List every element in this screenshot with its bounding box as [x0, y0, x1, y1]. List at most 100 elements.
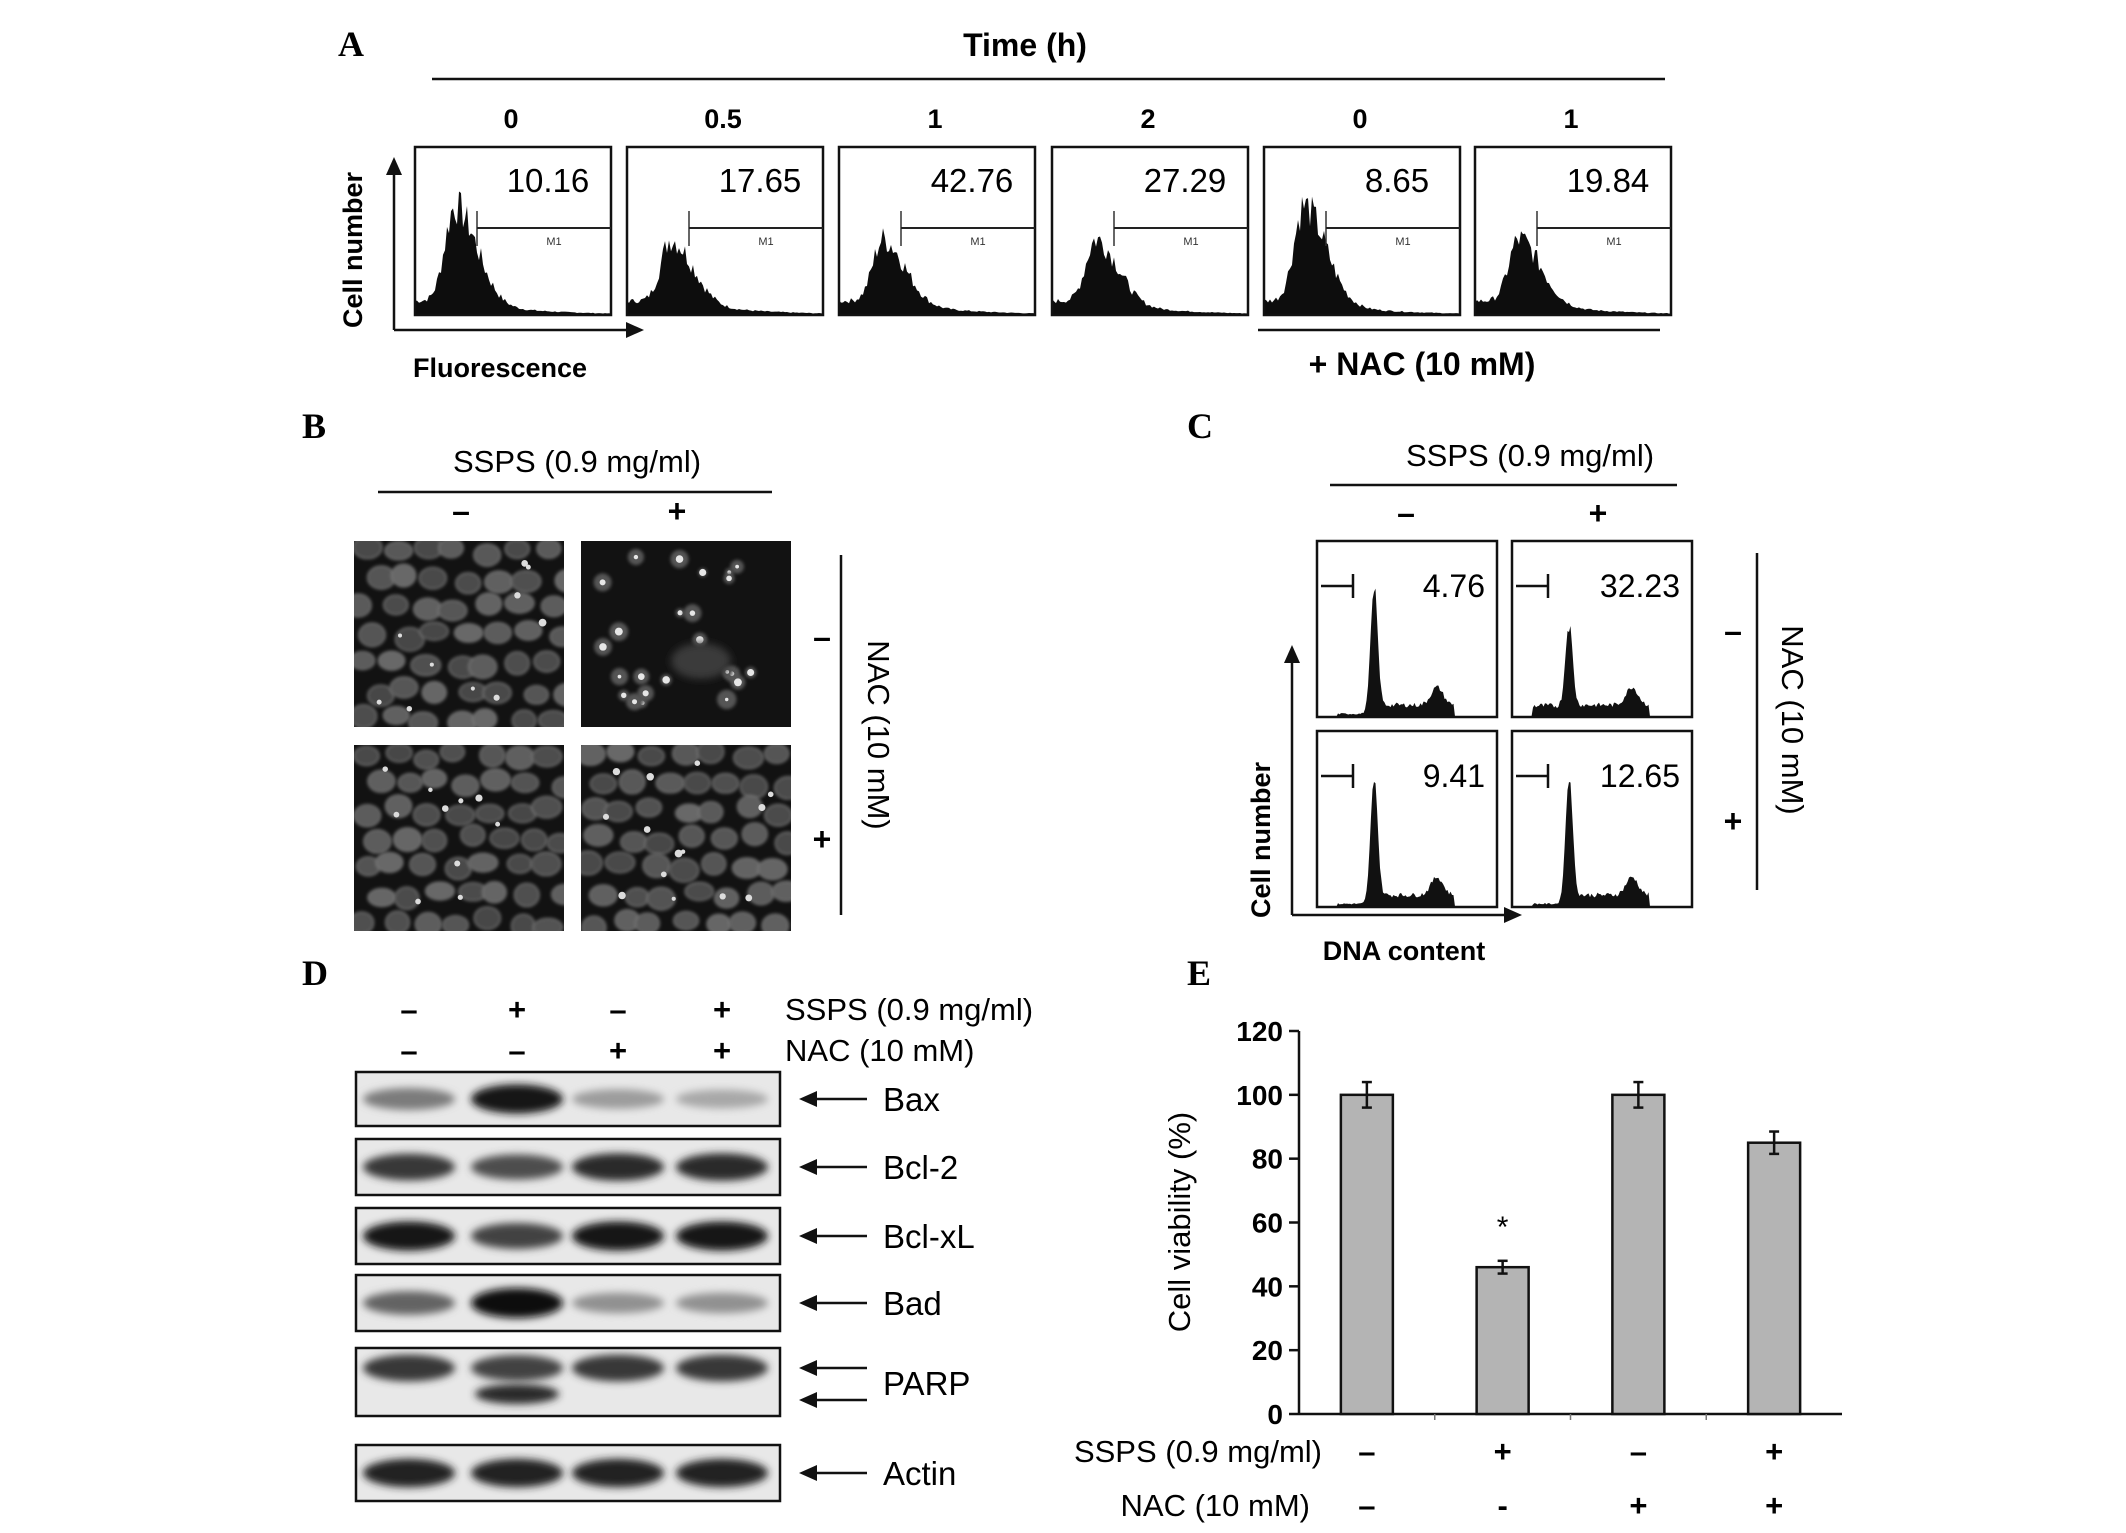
- panel-a-letter: A: [338, 24, 364, 64]
- protein-band: [676, 1458, 768, 1488]
- blot-label: Bad: [883, 1285, 942, 1322]
- c-x-arrow-icon: [1504, 907, 1522, 923]
- nucleus: [603, 801, 633, 822]
- band-arrow-icon: [799, 1159, 817, 1175]
- c-col-sign-1: –: [1397, 495, 1415, 531]
- nucleus: [389, 676, 419, 699]
- a-y-arrow-icon: [386, 157, 402, 175]
- histogram-frame: [1262, 145, 1462, 317]
- c-row-sign-2: +: [1724, 803, 1743, 839]
- bright-spot: [393, 811, 400, 818]
- nucleus: [392, 827, 423, 852]
- y-tick-label: 0: [1267, 1399, 1283, 1430]
- nucleus: [514, 620, 543, 641]
- protein-band: [676, 1153, 768, 1181]
- dna-histogram-frame: [1510, 729, 1694, 909]
- a-x-arrow-icon: [626, 322, 644, 338]
- blot-label: PARP: [883, 1365, 970, 1402]
- nucleus: [354, 745, 380, 766]
- protein-band: [471, 1084, 563, 1114]
- nac-sign: –: [508, 1033, 525, 1068]
- band-arrow-icon: [799, 1295, 817, 1311]
- b-col-sign-1: –: [452, 493, 470, 529]
- dna-histogram: 4.76: [1315, 539, 1499, 719]
- protein-band: [676, 1292, 768, 1314]
- apoptotic-body: [599, 643, 607, 651]
- bar: [1611, 1093, 1666, 1416]
- bright-spot: [458, 798, 464, 804]
- nucleus: [367, 887, 397, 907]
- nucleus: [710, 827, 738, 850]
- bright-spot: [602, 813, 610, 820]
- protein-band: [363, 1088, 455, 1110]
- apoptotic-body: [734, 678, 742, 687]
- nucleus: [442, 915, 469, 931]
- time-header: Time (h): [963, 27, 1087, 63]
- nucleus: [421, 768, 447, 789]
- b-ssps-label: SSPS (0.9 mg/ml): [453, 444, 701, 479]
- micrograph: [581, 745, 791, 931]
- nucleus: [711, 773, 740, 794]
- band-arrow-icon: [799, 1360, 817, 1376]
- nucleus: [425, 881, 455, 901]
- a-nac-label: + NAC (10 mM): [1309, 346, 1536, 382]
- protein-band: [572, 1292, 664, 1314]
- nucleus: [655, 772, 685, 794]
- protein-band: [572, 1153, 664, 1181]
- nucleus: [551, 776, 564, 799]
- bright-spot: [525, 564, 531, 570]
- significance-mark: *: [1497, 1211, 1509, 1244]
- bright-spot: [429, 662, 434, 667]
- histogram-peak: [839, 228, 1035, 315]
- subg1-value: 9.41: [1423, 758, 1485, 794]
- c-nac-label: NAC (10 mM): [1775, 625, 1810, 814]
- nucleus: [481, 881, 507, 904]
- nucleus: [468, 654, 498, 679]
- bright-spot: [745, 894, 753, 902]
- e-nac-label: NAC (10 mM): [1121, 1488, 1310, 1523]
- bright-spot: [612, 767, 621, 776]
- time-label: 1: [927, 104, 942, 134]
- bar: [1746, 1141, 1802, 1416]
- b-row-sign-2: +: [813, 821, 832, 857]
- nucleus: [549, 626, 564, 647]
- bright-spot: [397, 633, 403, 638]
- nucleus: [445, 804, 476, 826]
- nucleus: [510, 913, 536, 931]
- nucleus: [731, 857, 762, 879]
- c-ssps-label: SSPS (0.9 mg/ml): [1406, 438, 1654, 473]
- panel-e: E 0 20 40 60 80 100 120 – – * + - – + + + Cell viabilit…: [1074, 953, 1842, 1523]
- nucleus: [683, 771, 711, 794]
- nucleus: [761, 913, 790, 931]
- nucleus: [532, 917, 564, 931]
- micrograph: [581, 541, 791, 727]
- nucleus: [413, 749, 440, 770]
- c-x-label: DNA content: [1323, 936, 1486, 966]
- nucleus: [412, 803, 441, 827]
- y-tick-label: 100: [1236, 1080, 1283, 1111]
- apoptotic-body: [699, 568, 707, 577]
- bright-spot: [618, 891, 626, 900]
- dna-histogram-frame: [1315, 729, 1499, 909]
- e-ssps-label: SSPS (0.9 mg/ml): [1074, 1434, 1322, 1469]
- gate-label: M1: [546, 236, 561, 248]
- bright-spot: [674, 849, 683, 858]
- panel-d: D – + – +– – + + SSPS (0.9 mg/ml) NAC (10 mM) …: [302, 953, 1033, 1503]
- gate-label: M1: [1606, 236, 1621, 248]
- nucleus: [410, 654, 442, 677]
- blot-label: Bcl-xL: [883, 1218, 975, 1255]
- nucleus: [418, 566, 447, 590]
- e-ssps-sign: –: [1630, 1434, 1647, 1469]
- dna-histogram-frame: [1510, 539, 1694, 719]
- bright-spot: [457, 894, 463, 900]
- nucleus: [451, 774, 480, 797]
- apoptotic-body: [689, 610, 696, 616]
- bright-spot: [382, 766, 388, 772]
- bright-spot: [454, 860, 461, 867]
- bright-spot: [406, 705, 413, 712]
- panel-c-letter: C: [1187, 406, 1213, 446]
- nucleus: [358, 622, 386, 648]
- nucleus: [354, 911, 375, 931]
- apoptotic-body: [677, 610, 683, 616]
- nucleus: [421, 828, 448, 852]
